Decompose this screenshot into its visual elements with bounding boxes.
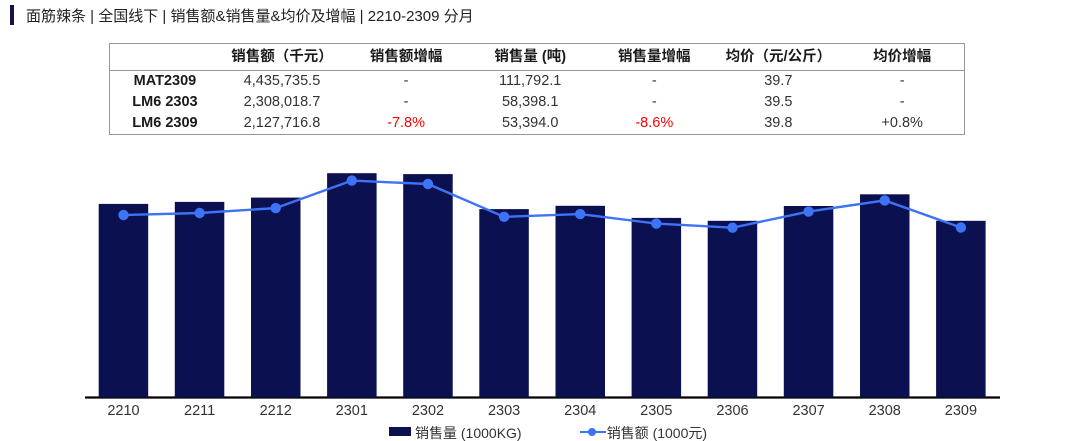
svg-text:2304: 2304 xyxy=(564,403,596,419)
svg-text:2306: 2306 xyxy=(716,403,748,419)
svg-text:2210: 2210 xyxy=(107,403,139,419)
svg-text:2301: 2301 xyxy=(336,403,368,419)
svg-text:2305: 2305 xyxy=(640,403,672,419)
svg-text:2307: 2307 xyxy=(792,403,824,419)
svg-text:2303: 2303 xyxy=(488,403,520,419)
svg-text:2211: 2211 xyxy=(184,403,215,419)
svg-text:2212: 2212 xyxy=(260,403,292,419)
svg-text:2302: 2302 xyxy=(412,403,444,419)
svg-text:2309: 2309 xyxy=(945,403,977,419)
svg-text:2308: 2308 xyxy=(869,403,901,419)
